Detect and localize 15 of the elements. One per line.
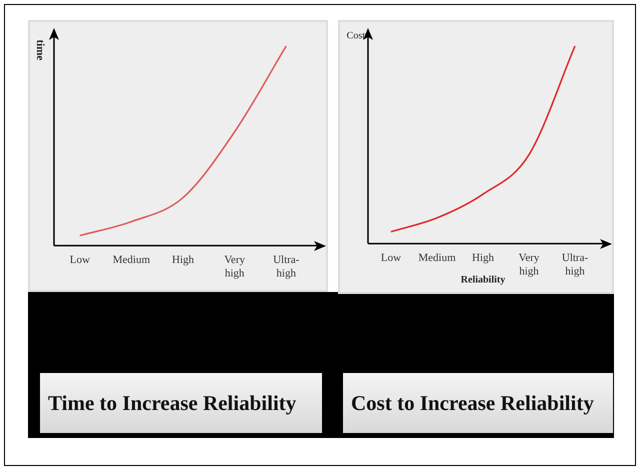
- y-axis-title: Cost: [346, 30, 366, 42]
- x-tick-label: Medium: [112, 254, 150, 266]
- text: Time to Increase Reliability: [40, 373, 322, 433]
- x-tick-label: Ultra-high: [562, 252, 588, 278]
- x-tick-label: High: [172, 254, 194, 266]
- y-axis-title: time: [34, 40, 46, 60]
- text: Cost to Increase Reliability: [343, 373, 613, 433]
- x-tick-label: Very high: [224, 254, 246, 280]
- x-tick-label: Ultra-high: [273, 254, 300, 280]
- x-tick-label: Very high: [518, 252, 540, 278]
- x-tick-label: Low: [70, 254, 90, 266]
- x-tick-label: Low: [380, 252, 402, 264]
- x-axis-title: Reliability: [460, 274, 506, 286]
- x-tick-label: Medium: [418, 252, 456, 264]
- x-tick-label: High: [472, 252, 494, 264]
